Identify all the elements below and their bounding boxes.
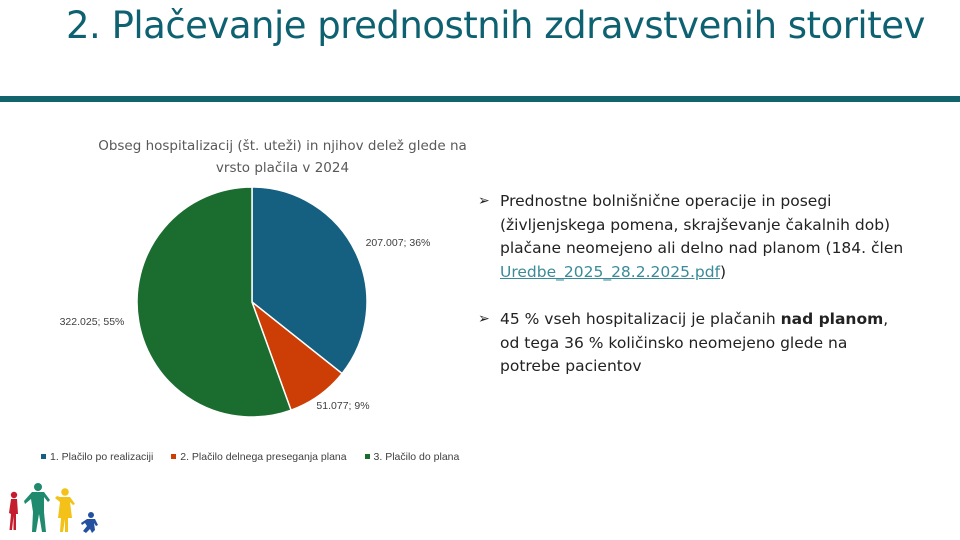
green-figure-icon [24,483,50,532]
arrow-bullet-icon: ➢ [478,311,490,327]
yellow-figure-icon [55,488,75,532]
data-label: 207.007; 36% [366,237,431,249]
bullet-item: ➢ Prednostne bolnišnične operacije in po… [478,190,908,284]
red-figure-icon [9,491,18,530]
bullet-text-end: ) [720,262,727,281]
slide-title: 2. Plačevanje prednostnih zdravstvenih s… [66,4,925,47]
people-figures-logo [9,483,98,533]
bullet-item: ➢ 45 % vseh hospitalizacij je plačanih n… [478,308,908,379]
bullet-text-end: , od tega 36 % količinsko neomejeno gled… [500,310,889,375]
legend-item: 3. Plačilo do plana [364,451,460,463]
chart-title: Obseg hospitalizacij (št. uteži) in njih… [98,138,467,176]
bullet-bold-text: nad planom [780,310,884,328]
legend-label: 3. Plačilo do plana [373,451,460,463]
pie-slice [251,186,368,375]
regulation-link[interactable]: Uredbe_2025_28.2.2025.pdf [500,262,721,281]
data-label: 322.025; 55% [60,316,125,328]
title-divider [0,96,960,102]
data-label: 51.077; 9% [316,400,369,412]
legend-item: 1. Plačilo po realizaciji [41,451,153,463]
legend-item: 2. Plačilo delnega preseganja plana [171,451,347,463]
arrow-bullet-icon: ➢ [478,193,490,209]
legend-swatch [171,453,177,459]
legend-swatch [41,453,46,459]
bullet-list: ➢ Prednostne bolnišnične operacije in po… [478,190,908,403]
legend-label: 2. Plačilo delnega preseganja plana [180,451,347,463]
pie-slice [136,186,292,418]
bullet-text: Prednostne bolnišnične operacije in pose… [500,192,904,257]
legend-label: 1. Plačilo po realizaciji [50,451,154,463]
blue-figure-icon [81,512,98,533]
legend-swatch [364,453,370,459]
bullet-text: 45 % vseh hospitalizacij je plačanih [500,310,781,328]
chart-legend: 1. Plačilo po realizaciji 2. Plačilo del… [41,451,474,463]
